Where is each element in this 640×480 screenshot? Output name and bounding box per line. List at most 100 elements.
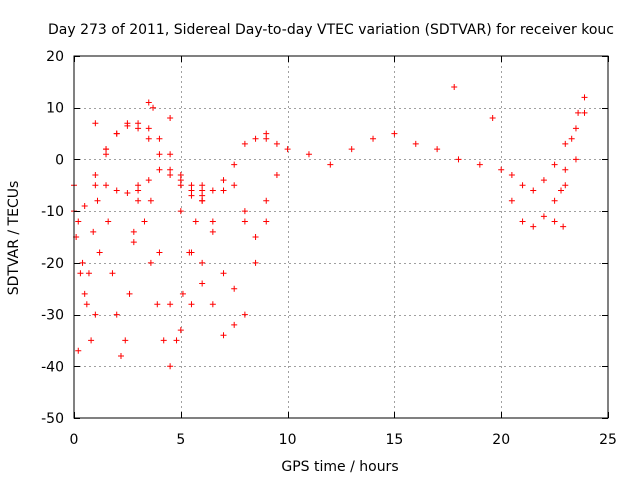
data-point xyxy=(79,259,86,266)
plot-frame xyxy=(73,55,609,419)
data-point xyxy=(188,301,195,308)
series-track-early-a xyxy=(71,182,103,344)
data-point xyxy=(263,135,270,142)
data-point xyxy=(199,259,206,266)
data-point xyxy=(530,223,537,230)
data-point xyxy=(568,135,575,142)
series-track-dip-c xyxy=(147,187,227,334)
data-point xyxy=(124,122,131,129)
data-point xyxy=(188,182,195,189)
series-track-early-b xyxy=(73,197,101,297)
data-point xyxy=(220,177,227,184)
data-point xyxy=(188,192,195,199)
data-point xyxy=(135,197,142,204)
data-point xyxy=(199,192,206,199)
data-point xyxy=(135,120,142,127)
series-track-main-band xyxy=(71,109,588,215)
data-point xyxy=(220,332,227,339)
data-point xyxy=(252,135,259,142)
data-point xyxy=(263,130,270,137)
y-tick-label: -50 xyxy=(41,411,64,427)
data-point xyxy=(154,301,161,308)
series-track-late-dip xyxy=(508,156,579,230)
data-point xyxy=(562,182,569,189)
data-point xyxy=(88,337,95,344)
data-point xyxy=(562,140,569,147)
data-point xyxy=(519,218,526,225)
data-point xyxy=(122,337,129,344)
data-point xyxy=(130,228,137,235)
data-point xyxy=(241,311,248,318)
data-point xyxy=(476,161,483,168)
data-point xyxy=(305,151,312,158)
data-point xyxy=(192,218,199,225)
data-point xyxy=(231,182,238,189)
data-point xyxy=(103,151,110,158)
data-point xyxy=(103,182,110,189)
data-point xyxy=(273,140,280,147)
data-point xyxy=(284,146,291,153)
data-point xyxy=(220,187,227,194)
data-point xyxy=(575,109,582,116)
data-point xyxy=(150,104,157,111)
data-point xyxy=(94,197,101,204)
data-point xyxy=(209,187,216,194)
data-point xyxy=(489,115,496,122)
data-point xyxy=(124,190,131,197)
y-tick-label: 20 xyxy=(46,49,64,65)
data-point xyxy=(199,182,206,189)
data-point xyxy=(562,166,569,173)
data-point xyxy=(451,84,458,91)
x-tick-label: 0 xyxy=(70,432,79,448)
data-point xyxy=(551,197,558,204)
data-point xyxy=(199,187,206,194)
x-tick-label: 25 xyxy=(599,432,617,448)
chart-title: Day 273 of 2011, Sidereal Day-to-day VTE… xyxy=(48,22,614,38)
data-point xyxy=(434,146,441,153)
data-point xyxy=(177,171,184,178)
data-point xyxy=(540,213,547,220)
y-tick-label: -10 xyxy=(41,204,64,220)
y-tick-label: 10 xyxy=(46,101,64,117)
data-point xyxy=(188,249,195,256)
data-point xyxy=(231,285,238,292)
data-point xyxy=(96,249,103,256)
data-point xyxy=(113,130,120,137)
x-axis-label: GPS time / hours xyxy=(281,459,398,475)
data-point xyxy=(540,177,547,184)
series-track-dip-f xyxy=(231,171,280,240)
data-point xyxy=(92,182,99,189)
y-tick-label: -40 xyxy=(41,359,64,375)
data-point xyxy=(209,228,216,235)
data-point xyxy=(519,182,526,189)
data-point xyxy=(167,171,174,178)
data-point xyxy=(173,337,180,344)
data-point xyxy=(156,249,163,256)
data-point xyxy=(117,352,124,359)
data-point xyxy=(103,146,110,153)
data-point xyxy=(145,177,152,184)
data-point xyxy=(177,177,184,184)
data-point xyxy=(130,239,137,246)
x-tick-label: 15 xyxy=(385,432,403,448)
data-point xyxy=(92,311,99,318)
data-point xyxy=(156,151,163,158)
series-track-lower-outline xyxy=(92,166,206,204)
data-point xyxy=(135,182,142,189)
data-point xyxy=(177,182,184,189)
data-point xyxy=(199,197,206,204)
data-point xyxy=(135,125,142,132)
series-track-deep-dip-b xyxy=(105,197,142,359)
series-track-upper-outline xyxy=(103,120,206,194)
data-point xyxy=(85,270,92,277)
data-point xyxy=(508,197,515,204)
data-point xyxy=(77,270,84,277)
x-tick-label: 10 xyxy=(279,432,297,448)
ticks-layer: 0 5 10 15 20 25 -50 -40 -30 -20 -10 0 10 20 xyxy=(41,49,617,448)
data-point xyxy=(147,197,154,204)
data-point xyxy=(167,301,174,308)
series-track-dip-e xyxy=(199,182,270,328)
data-point xyxy=(113,187,120,194)
